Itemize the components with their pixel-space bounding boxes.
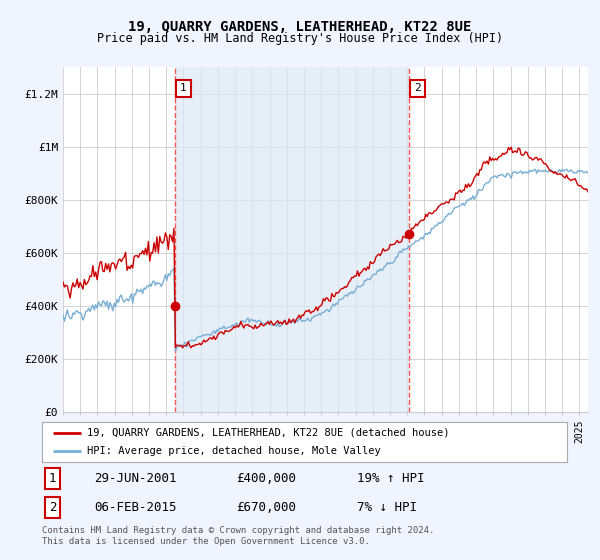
Text: 19, QUARRY GARDENS, LEATHERHEAD, KT22 8UE (detached house): 19, QUARRY GARDENS, LEATHERHEAD, KT22 8U… [86,428,449,437]
Text: 2: 2 [414,83,421,94]
Text: 29-JUN-2001: 29-JUN-2001 [95,472,177,485]
Text: This data is licensed under the Open Government Licence v3.0.: This data is licensed under the Open Gov… [42,538,370,547]
Text: Contains HM Land Registry data © Crown copyright and database right 2024.: Contains HM Land Registry data © Crown c… [42,526,434,535]
Text: £400,000: £400,000 [236,472,296,485]
Text: 2: 2 [49,501,56,514]
Text: 19% ↑ HPI: 19% ↑ HPI [357,472,425,485]
Text: HPI: Average price, detached house, Mole Valley: HPI: Average price, detached house, Mole… [86,446,380,456]
Bar [175,67,409,412]
Text: 7% ↓ HPI: 7% ↓ HPI [357,501,417,514]
Text: 1: 1 [49,472,56,485]
Text: 1: 1 [180,83,187,94]
Text: Price paid vs. HM Land Registry's House Price Index (HPI): Price paid vs. HM Land Registry's House … [97,32,503,45]
Text: £670,000: £670,000 [236,501,296,514]
Text: 19, QUARRY GARDENS, LEATHERHEAD, KT22 8UE: 19, QUARRY GARDENS, LEATHERHEAD, KT22 8U… [128,20,472,34]
Text: 06-FEB-2015: 06-FEB-2015 [95,501,177,514]
